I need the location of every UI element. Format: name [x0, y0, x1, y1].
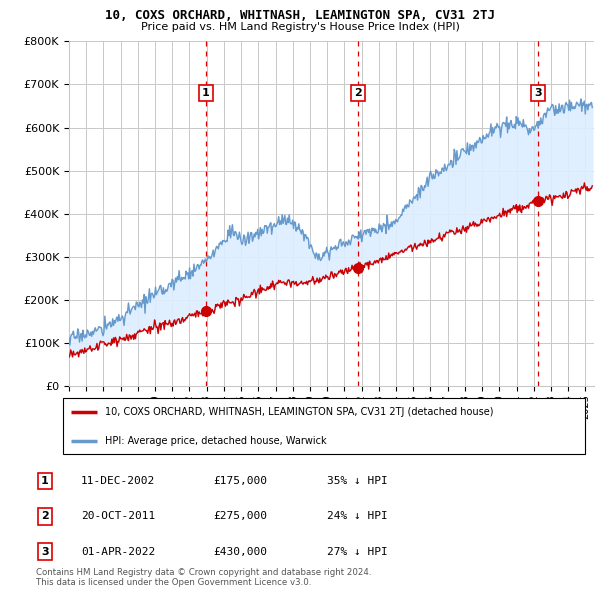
Text: £275,000: £275,000: [213, 512, 267, 521]
Text: 2: 2: [355, 88, 362, 98]
Text: 27% ↓ HPI: 27% ↓ HPI: [327, 547, 388, 556]
FancyBboxPatch shape: [62, 398, 586, 454]
Text: Price paid vs. HM Land Registry's House Price Index (HPI): Price paid vs. HM Land Registry's House …: [140, 22, 460, 32]
Text: 1: 1: [41, 476, 49, 486]
Text: 20-OCT-2011: 20-OCT-2011: [81, 512, 155, 521]
Text: 10, COXS ORCHARD, WHITNASH, LEAMINGTON SPA, CV31 2TJ: 10, COXS ORCHARD, WHITNASH, LEAMINGTON S…: [105, 9, 495, 22]
Text: £175,000: £175,000: [213, 476, 267, 486]
Text: 24% ↓ HPI: 24% ↓ HPI: [327, 512, 388, 521]
Text: 2: 2: [41, 512, 49, 521]
Text: £430,000: £430,000: [213, 547, 267, 556]
Text: 3: 3: [534, 88, 542, 98]
Text: 11-DEC-2002: 11-DEC-2002: [81, 476, 155, 486]
Text: 10, COXS ORCHARD, WHITNASH, LEAMINGTON SPA, CV31 2TJ (detached house): 10, COXS ORCHARD, WHITNASH, LEAMINGTON S…: [105, 407, 493, 417]
Text: 3: 3: [41, 547, 49, 556]
Text: 1: 1: [202, 88, 210, 98]
Text: HPI: Average price, detached house, Warwick: HPI: Average price, detached house, Warw…: [105, 435, 326, 445]
Text: Contains HM Land Registry data © Crown copyright and database right 2024.
This d: Contains HM Land Registry data © Crown c…: [36, 568, 371, 587]
Text: 35% ↓ HPI: 35% ↓ HPI: [327, 476, 388, 486]
Text: 01-APR-2022: 01-APR-2022: [81, 547, 155, 556]
